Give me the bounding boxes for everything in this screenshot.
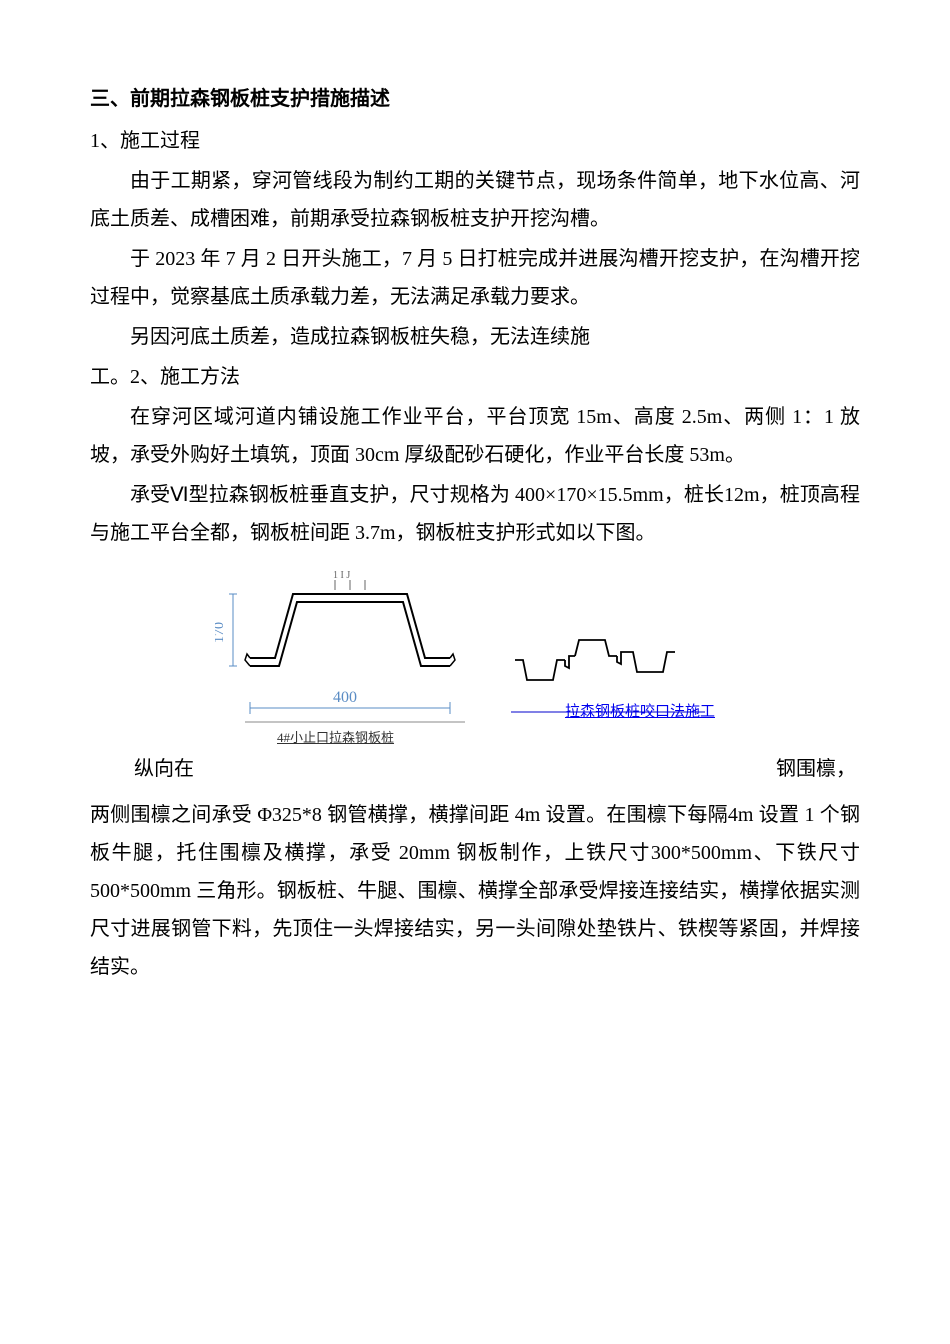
diagram-caption-row: 纵向在 钢围檩， xyxy=(90,750,860,788)
diagram-label-left: 4#小止口拉森钢板桩 xyxy=(277,726,394,751)
diagram-label-right: 拉森钢板桩咬口法施工 xyxy=(565,698,715,727)
paragraph-5: 承受Ⅵ型拉森钢板桩垂直支护，尺寸规格为 400×170×15.5mm，桩长12m… xyxy=(90,476,860,552)
subsection-1-title: 1、施工过程 xyxy=(90,122,860,160)
pile-profile-diagram: 1 I J 170 400 xyxy=(215,570,735,750)
tick-label: 1 I J xyxy=(333,570,350,581)
dim-width: 400 xyxy=(333,689,357,706)
post-diagram-paragraph: 两侧围檩之间承受 Φ325*8 钢管横撑，横撑间距 4m 设置。在围檩下每隔4m… xyxy=(90,796,860,986)
caption-left: 纵向在 xyxy=(94,750,194,788)
paragraph-3-indent: 另因河底土质差，造成拉森钢板桩失稳，无法连续施 xyxy=(90,318,860,356)
paragraph-2: 于 2023 年 7 月 2 日开头施工，7 月 5 日打桩完成并进展沟槽开挖支… xyxy=(90,240,860,316)
pile-profile-shape: 1 I J 170 400 xyxy=(215,570,465,722)
paragraph-4: 在穿河区域河道内铺设施工作业平台，平台顶宽 15m、高度 2.5m、两侧 1：1… xyxy=(90,398,860,474)
section-heading: 三、前期拉森钢板桩支护措施描述 xyxy=(90,80,860,118)
diagram-wrapper: 1 I J 170 400 xyxy=(90,570,860,788)
paragraph-3-cont: 工。2、施工方法 xyxy=(90,358,860,396)
caption-right: 钢围檩， xyxy=(776,750,856,788)
dim-height: 170 xyxy=(215,622,227,643)
paragraph-1: 由于工期紧，穿河管线段为制约工期的关键节点，现场条件简单，地下水位高、河底土质差… xyxy=(90,162,860,238)
